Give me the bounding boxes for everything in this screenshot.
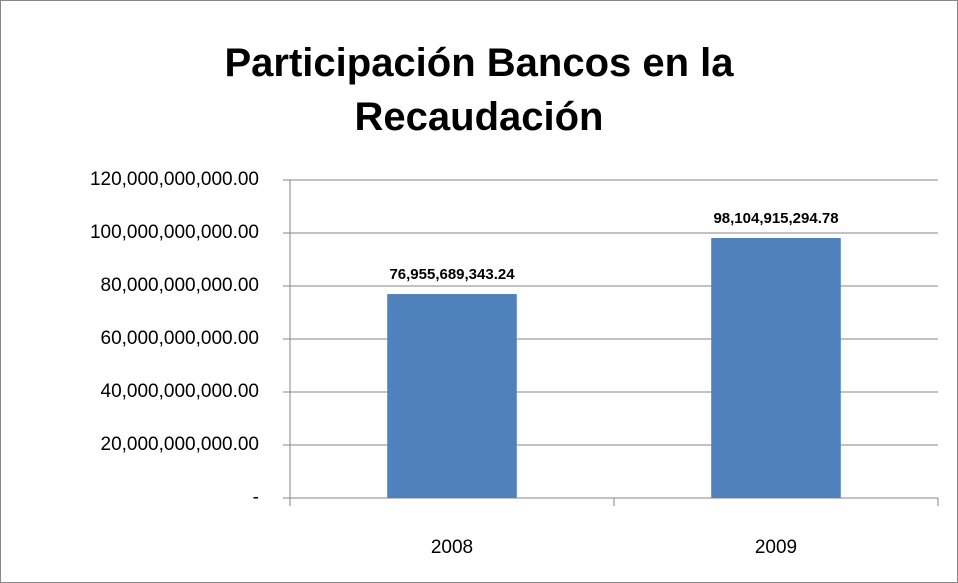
y-tick-label: 40,000,000,000.00 — [101, 381, 260, 402]
bar — [387, 294, 517, 498]
y-tick-label: 100,000,000,000.00 — [90, 222, 259, 243]
y-tick-label: - — [253, 487, 259, 508]
y-tick-label: 80,000,000,000.00 — [101, 275, 260, 296]
bar — [711, 238, 841, 498]
x-tick-label: 2008 — [431, 537, 473, 558]
data-label: 98,104,915,294.78 — [713, 210, 838, 227]
y-tick-label: 20,000,000,000.00 — [101, 434, 260, 455]
x-tick-label: 2009 — [755, 537, 797, 558]
y-tick-label: 60,000,000,000.00 — [101, 328, 260, 349]
data-label: 76,955,689,343.24 — [389, 266, 515, 283]
y-tick-label: 120,000,000,000.00 — [90, 169, 259, 190]
chart-title: Participación Bancos en la Recaudación — [224, 41, 734, 139]
